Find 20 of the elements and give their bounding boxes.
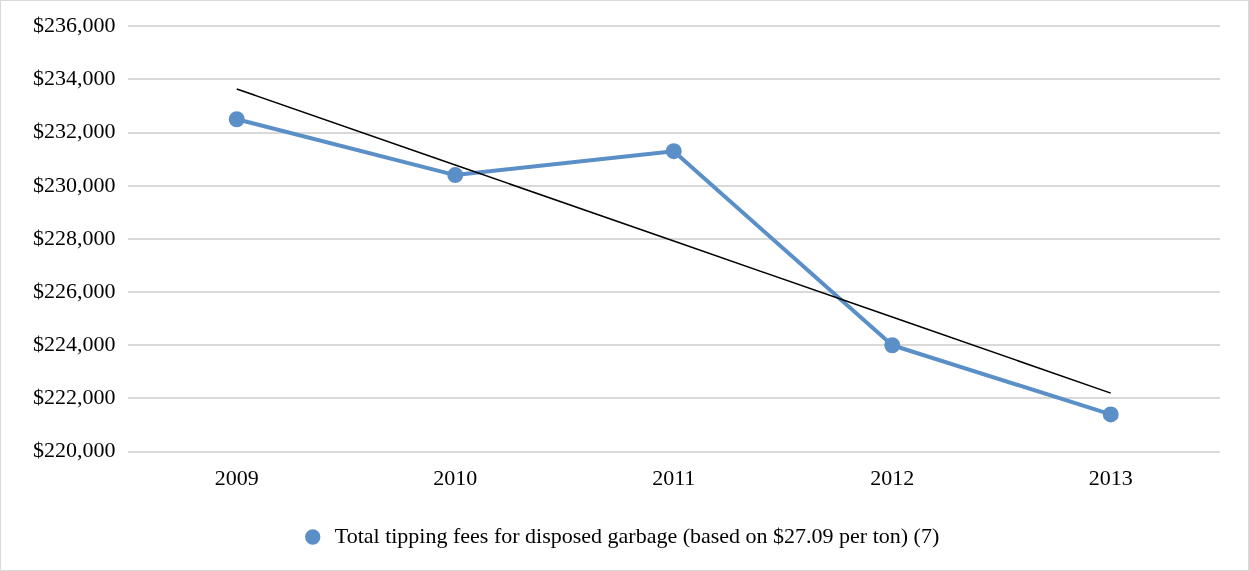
point [884, 337, 901, 354]
y-tick-label: $226,000 [33, 277, 116, 303]
x-tick-label: 2009 [214, 464, 259, 490]
x-tick-label: 2011 [652, 464, 696, 490]
y-tick-label: $232,000 [33, 118, 116, 144]
y-tick-label: $228,000 [33, 224, 116, 250]
y-tick-label: $234,000 [33, 65, 116, 91]
x-tick-label: 2010 [433, 464, 478, 490]
point [1102, 406, 1119, 423]
point [665, 143, 682, 160]
point [447, 167, 464, 184]
x-tick-label: 2012 [870, 464, 915, 490]
y-tick-label: $236,000 [33, 11, 116, 37]
y-tick-label: $224,000 [33, 331, 116, 357]
x-tick-label: 2013 [1088, 464, 1133, 490]
y-tick-label: $230,000 [33, 171, 116, 197]
y-tick-label: $220,000 [33, 437, 116, 463]
y-tick-label: $222,000 [33, 384, 116, 410]
point [228, 111, 245, 128]
legend-label: Total tipping fees for disposed garbage (based on $27.09 per ton) (7) [334, 522, 940, 548]
